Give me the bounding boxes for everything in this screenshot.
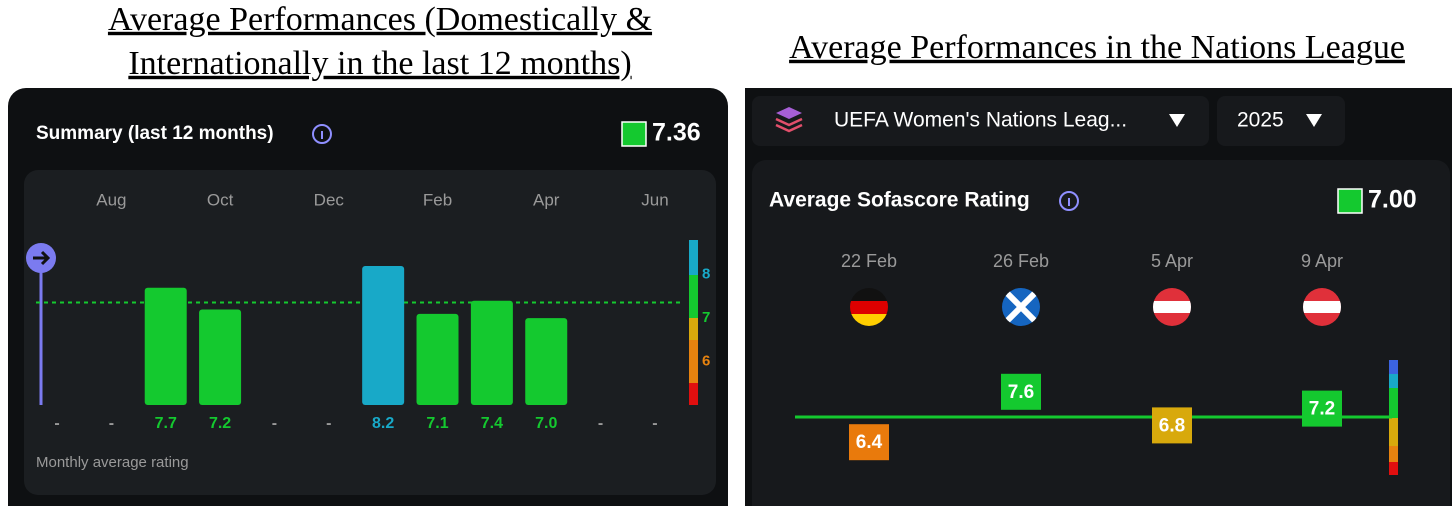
rating-box [849, 424, 889, 461]
dropdown-arrow [1306, 114, 1322, 127]
rating-box [1152, 407, 1192, 444]
scale [689, 318, 698, 340]
value-label: - [272, 415, 277, 432]
flag [850, 288, 888, 326]
value-label: - [109, 415, 114, 432]
league-icon [775, 117, 803, 133]
league-icon [776, 107, 802, 119]
scale [689, 275, 698, 318]
x-tick-label: Apr [533, 190, 560, 209]
x-tick-label: 9 Apr [1301, 251, 1343, 271]
scale [1389, 388, 1398, 418]
value-label: 6.4 [856, 432, 883, 453]
info-icon[interactable] [1059, 191, 1079, 211]
y-tick-label: 6 [702, 353, 710, 370]
y-tick-label: 7 [702, 309, 710, 326]
summary-swatch [621, 121, 647, 147]
summary-value: 7.36 [652, 119, 701, 147]
x-tick-label: Oct [207, 190, 234, 209]
scale [1389, 418, 1398, 446]
y-tick-label: 8 [702, 266, 710, 283]
note: Monthly average rating [36, 454, 189, 471]
value-label: 7.2 [1309, 399, 1335, 420]
flag [1002, 288, 1040, 326]
scale [1389, 462, 1398, 475]
dropdown-arrow [1169, 114, 1185, 127]
value-label: 7.4 [481, 415, 503, 432]
summary-value: 7.00 [1368, 186, 1417, 214]
value-label: 6.8 [1159, 415, 1185, 436]
arrow [33, 250, 51, 266]
x-tick-label: Jun [641, 190, 668, 209]
bar [470, 300, 513, 405]
dropdown-label: UEFA Women's Nations Leag... [834, 109, 1127, 132]
rating-box [1001, 373, 1041, 410]
value-label: 7.0 [535, 415, 557, 432]
value-label: 7.2 [209, 415, 231, 432]
dropdown[interactable] [1217, 96, 1345, 146]
heading: Internationally in the last 12 months) [128, 45, 631, 82]
scale [1389, 446, 1398, 462]
bar [199, 309, 242, 405]
x-tick-label: Dec [314, 190, 345, 209]
summary-swatch [1337, 188, 1363, 214]
rating-box [1302, 390, 1342, 427]
value-label: - [598, 415, 603, 432]
subtitle: Average Sofascore Rating [769, 189, 1030, 212]
value-label: 7.7 [155, 415, 177, 432]
scale [689, 340, 698, 383]
bar [362, 266, 405, 405]
flag [1303, 288, 1341, 326]
value-label: 8.2 [372, 415, 394, 432]
x-tick-label: 5 Apr [1151, 251, 1193, 271]
value-label: 7.6 [1008, 382, 1034, 403]
heading: Average Performances in the Nations Leag… [789, 29, 1405, 66]
info-icon[interactable] [312, 124, 332, 144]
bar [144, 287, 187, 405]
subtitle: Summary (last 12 months) [36, 123, 274, 144]
dropdown-label: 2025 [1237, 109, 1284, 132]
scale [689, 240, 698, 275]
card [752, 160, 1450, 506]
x-tick-label: 22 Feb [841, 251, 897, 271]
bar [416, 313, 459, 405]
scale [1389, 360, 1398, 374]
bar [525, 318, 568, 405]
scale [689, 383, 698, 405]
value-label: - [326, 415, 331, 432]
value-label: - [652, 415, 657, 432]
x-tick-label: 26 Feb [993, 251, 1049, 271]
x-tick-label: Aug [96, 190, 126, 209]
heading: Average Performances (Domestically & [108, 1, 652, 38]
flag [1153, 288, 1191, 326]
x-tick-label: Feb [423, 190, 452, 209]
value-label: 7.1 [426, 415, 448, 432]
dropdown[interactable] [752, 96, 1209, 146]
value-label: - [54, 415, 59, 432]
scale [1389, 374, 1398, 388]
